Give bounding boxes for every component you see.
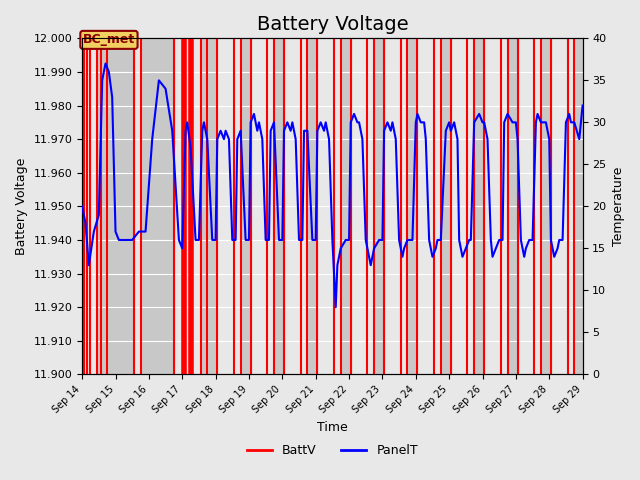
Bar	[141, 38, 174, 374]
Y-axis label: Battery Voltage: Battery Voltage	[15, 157, 28, 255]
Bar	[97, 38, 134, 374]
X-axis label: Time: Time	[317, 421, 348, 434]
Bar	[541, 38, 551, 374]
Bar	[374, 38, 384, 374]
Bar	[274, 38, 284, 374]
Bar	[340, 38, 351, 374]
Bar	[241, 38, 251, 374]
Y-axis label: Temperature: Temperature	[612, 167, 625, 246]
Title: Battery Voltage: Battery Voltage	[257, 15, 408, 34]
Text: BC_met: BC_met	[83, 34, 135, 47]
Bar	[508, 38, 518, 374]
Legend: BattV, PanelT: BattV, PanelT	[242, 439, 423, 462]
Bar	[408, 38, 417, 374]
Bar	[574, 38, 582, 374]
Bar	[441, 38, 451, 374]
Bar	[200, 38, 217, 374]
Bar	[307, 38, 317, 374]
Bar	[474, 38, 484, 374]
